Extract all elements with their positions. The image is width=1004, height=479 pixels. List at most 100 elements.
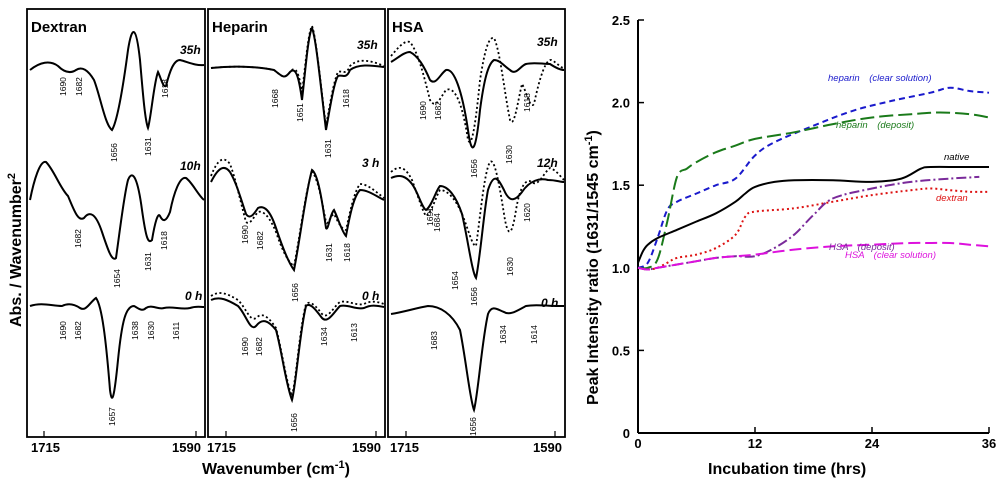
peak-label: 1654 <box>112 269 122 288</box>
peak-label: 1638 <box>130 321 140 340</box>
spectrum-heparin-3h-dotted <box>210 158 385 268</box>
spectra-chart: Dextran Heparin HSA 3 <box>6 8 566 478</box>
peak-label: 1683 <box>429 331 439 350</box>
peak-label: 1634 <box>319 327 329 346</box>
time-label-hsa-0h: 0 h <box>541 296 558 310</box>
y-tick-label: 2.0 <box>612 96 630 111</box>
panel-title-dextran: Dextran <box>31 19 87 36</box>
series-hsa-clear <box>637 241 990 271</box>
spectrum-heparin-35h-dotted <box>210 24 385 127</box>
time-label-hsa-35h: 35h <box>537 35 558 49</box>
y-tick-label: 0.5 <box>612 343 630 358</box>
peak-label: 1682 <box>254 337 264 356</box>
peak-label: 1691 <box>425 207 435 226</box>
ratio-chart-series <box>637 86 990 271</box>
annotation-native: native <box>944 152 969 163</box>
peak-label: 1682 <box>74 77 84 96</box>
annotation-heparin-deposit: heparin (deposit) <box>836 120 914 131</box>
peak-label: 1613 <box>349 323 359 342</box>
peak-label: 1657 <box>107 407 117 426</box>
y-tick-label: 2.5 <box>612 13 630 28</box>
peak-label: 1618 <box>341 89 351 108</box>
x-tick-label: 1590 <box>352 440 381 455</box>
peak-label: 1618 <box>160 79 170 98</box>
y-axis-title: Abs. / Wavenumber2 <box>6 173 25 327</box>
peak-label: 1620 <box>522 203 532 222</box>
series-heparin-clear <box>637 86 990 269</box>
time-label-heparin-3h: 3 h <box>362 156 379 170</box>
time-label-dextran-0h: 0 h <box>185 289 202 303</box>
x-tick-label: 24 <box>865 436 880 451</box>
annotation-dextran: dextran <box>936 193 968 204</box>
time-label-hsa-12h: 12h <box>537 156 558 170</box>
peak-label: 1630 <box>504 145 514 164</box>
panel-frame-heparin <box>207 8 386 438</box>
peak-label: 1656 <box>290 283 300 302</box>
ratio-chart: 0 0.5 1.0 1.5 2.0 2.5 0 12 24 36 heparin (clear s… <box>583 13 996 478</box>
panel-title-hsa: HSA <box>392 19 424 36</box>
peak-label: 1618 <box>342 243 352 262</box>
peak-label: 1690 <box>240 225 250 244</box>
series-native <box>637 165 989 264</box>
time-label-dextran-35h: 35h <box>180 43 201 57</box>
panel-title-heparin: Heparin <box>212 19 268 36</box>
peak-label: 1684 <box>432 213 442 232</box>
spectrum-dextran-0h <box>29 296 205 399</box>
ratio-chart-annotations: heparin (clear solution) heparin (deposit… <box>828 73 969 261</box>
peak-label: 1682 <box>73 229 83 248</box>
peak-label: 1690 <box>240 337 250 356</box>
time-label-heparin-35h: 35h <box>357 38 378 52</box>
time-label-heparin-0h: 0 h <box>362 289 379 303</box>
peak-label: 1690 <box>58 321 68 340</box>
peak-label: 1682 <box>433 101 443 120</box>
peak-label: 1656 <box>289 413 299 432</box>
spectrum-hsa-35h-dotted <box>390 37 565 143</box>
peak-label: 1630 <box>146 321 156 340</box>
x-axis-title: Wavenumber (cm-1) <box>202 459 350 478</box>
annotation-hsa-clear: HSA (clear solution) <box>845 250 936 261</box>
peak-label: 1611 <box>171 321 181 340</box>
series-heparin-deposit <box>637 111 990 270</box>
peak-label: 1631 <box>323 139 333 158</box>
x-tick-label: 1590 <box>533 440 562 455</box>
series-dextran <box>637 187 990 271</box>
spectrum-heparin-0h-solid <box>210 297 385 404</box>
spectrum-hsa-0h-solid <box>390 304 564 414</box>
time-label-dextran-10h: 10h <box>180 159 201 173</box>
spectrum-dextran-10h <box>29 161 205 260</box>
peak-label: 1634 <box>498 325 508 344</box>
peak-label: 1656 <box>469 287 479 306</box>
peak-label: 1631 <box>143 252 153 271</box>
peak-label: 1618 <box>159 231 169 250</box>
annotation-heparin-clear: heparin (clear solution) <box>828 73 932 84</box>
peak-label: 1631 <box>324 243 334 262</box>
peak-label: 1630 <box>505 257 515 276</box>
x-tick-label: 1590 <box>172 440 201 455</box>
x-tick-label: 1715 <box>207 440 236 455</box>
y-tick-label: 1.0 <box>612 261 630 276</box>
peak-label: 1651 <box>295 103 305 122</box>
ratio-chart-axes: 0 0.5 1.0 1.5 2.0 2.5 0 12 24 36 <box>612 13 996 451</box>
peak-label: 1682 <box>73 321 83 340</box>
peak-label: 1682 <box>255 231 265 250</box>
peak-label: 1656 <box>109 143 119 162</box>
ratio-x-axis-title: Incubation time (hrs) <box>708 461 866 478</box>
spectrum-hsa-12h-solid <box>390 175 565 281</box>
peak-label: 1631 <box>143 137 153 156</box>
annotation-hsa-deposit: HSA (deposit) <box>829 242 895 253</box>
spectrum-dextran-35h <box>29 31 205 132</box>
y-tick-label: 0 <box>623 426 630 441</box>
peak-label: 1656 <box>469 159 479 178</box>
spectrum-hsa-35h-solid <box>390 50 565 149</box>
x-tick-label: 0 <box>634 436 641 451</box>
x-tick-label: 1715 <box>390 440 419 455</box>
x-tick-label: 1715 <box>31 440 60 455</box>
panel-frame-hsa <box>387 8 566 438</box>
ratio-y-axis-title: Peak Intensity ratio (1631/1545 cm-1) <box>583 130 602 405</box>
peak-label: 1656 <box>468 417 478 436</box>
peak-label: 1690 <box>418 101 428 120</box>
x-tick-label: 36 <box>982 436 996 451</box>
x-tick-label: 12 <box>748 436 762 451</box>
peak-label: 1614 <box>529 325 539 344</box>
